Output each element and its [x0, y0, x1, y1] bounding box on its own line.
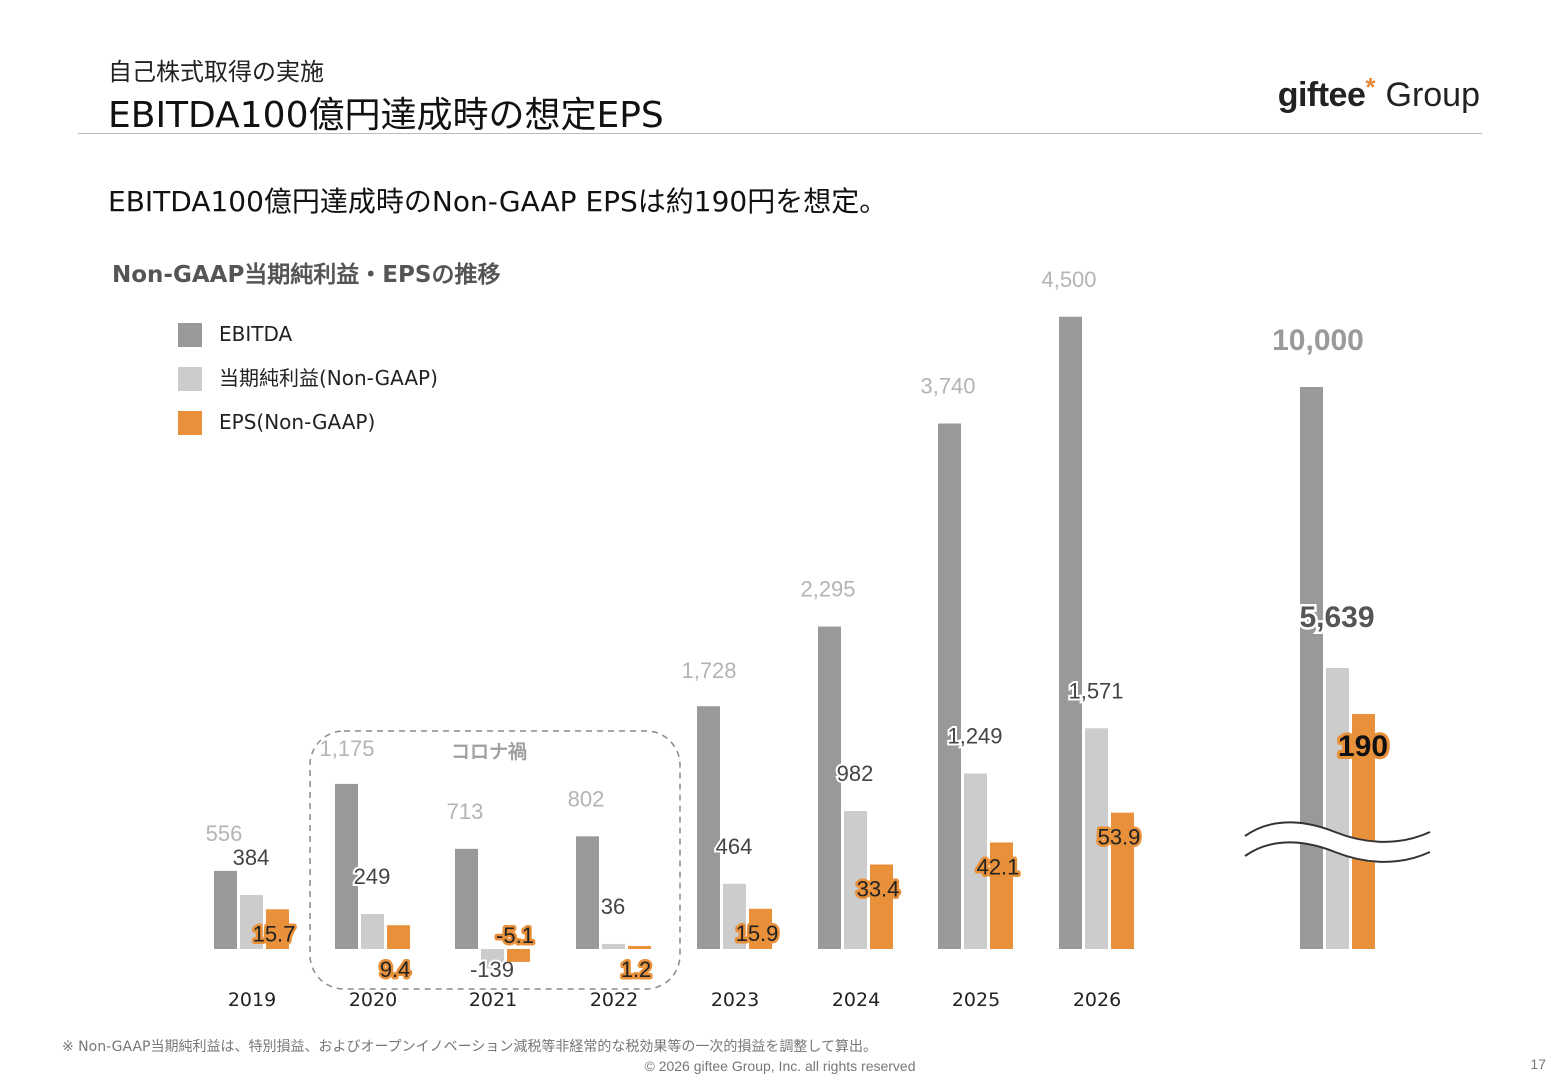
- label-eps: 33.4: [857, 876, 900, 901]
- headline: EBITDA100億円達成時のNon-GAAP EPSは約190円を想定。: [108, 185, 888, 218]
- chart-title: Non-GAAP当期純利益・EPSの推移: [112, 262, 501, 288]
- covid-period-box: [309, 730, 681, 990]
- label-eps: 42.1: [977, 854, 1020, 879]
- bar-eps: [990, 842, 1013, 949]
- bar-net-income: [361, 914, 384, 949]
- label-net-income-target: 5,639: [1299, 601, 1374, 634]
- page-number: 17: [1530, 1056, 1546, 1072]
- label-net-income: 982: [837, 761, 874, 786]
- label-eps: 1.2: [621, 957, 652, 982]
- category-label: 2019: [228, 989, 276, 1011]
- bar-eps-target: [1352, 714, 1375, 949]
- label-ebitda: 556: [206, 821, 243, 846]
- covid-label: コロナ禍: [451, 740, 527, 763]
- bar-eps: [387, 925, 410, 949]
- label-net-income: 384: [233, 845, 270, 870]
- bar-ebitda-target: [1300, 387, 1323, 949]
- bar-eps: [628, 945, 651, 949]
- category-label: 2023: [711, 989, 759, 1011]
- page-title: EBITDA100億円達成時の想定EPS: [108, 95, 664, 136]
- label-ebitda: 1,175: [319, 736, 374, 761]
- label-eps-target: 190: [1338, 730, 1388, 763]
- label-ebitda: 2,295: [800, 577, 855, 602]
- category-label: 2022: [590, 989, 638, 1011]
- label-net-income: 1,571: [1068, 678, 1123, 703]
- bar-net-income: [844, 811, 867, 949]
- bar-ebitda: [818, 626, 841, 949]
- category-label: 2020: [349, 989, 397, 1011]
- company-logo: giftee* Group: [1278, 72, 1480, 115]
- label-eps: -5.1: [496, 923, 534, 948]
- bar-net-income: [481, 949, 504, 969]
- legend-swatch-0: [178, 323, 202, 347]
- bar-ebitda: [455, 848, 478, 949]
- label-eps: 53.9: [1098, 825, 1141, 850]
- legend-swatch-1: [178, 367, 202, 391]
- bar-eps: [749, 908, 772, 949]
- label-ebitda: 3,740: [920, 374, 975, 399]
- label-net-income: 36: [601, 894, 625, 919]
- axis-break-fill: [1245, 822, 1430, 862]
- bar-eps: [507, 949, 530, 962]
- bar-net-income: [240, 895, 263, 949]
- label-net-income: 249: [354, 864, 391, 889]
- bar-net-income: [723, 883, 746, 949]
- bar-net-income-target: [1326, 668, 1349, 949]
- bar-eps: [266, 909, 289, 949]
- label-ebitda: 4,500: [1041, 267, 1096, 292]
- bar-net-income: [1085, 728, 1108, 949]
- category-label: 2021: [469, 989, 517, 1011]
- legend-label-0: EBITDA: [219, 322, 293, 346]
- label-eps: 15.9: [736, 921, 779, 946]
- logo-asterisk: *: [1365, 72, 1376, 102]
- label-net-income: 1,249: [947, 724, 1002, 749]
- bar-net-income: [602, 943, 625, 949]
- legend-swatch-2: [178, 411, 202, 435]
- axis-break-line-top: [1244, 821, 1431, 843]
- bar-ebitda: [214, 870, 237, 949]
- bar-net-income: [964, 773, 987, 949]
- bar-ebitda: [335, 783, 358, 949]
- category-label: 2024: [832, 989, 880, 1011]
- bar-ebitda: [576, 836, 599, 949]
- bar-eps: [1111, 812, 1134, 949]
- label-ebitda-target: 10,000: [1272, 324, 1364, 357]
- label-eps: 9.4: [380, 957, 411, 982]
- legend-label-1: 当期純利益(Non-GAAP): [219, 366, 438, 390]
- category-label: 2026: [1073, 989, 1121, 1011]
- header-divider: [78, 133, 1482, 134]
- bar-ebitda: [697, 706, 720, 949]
- label-ebitda: 802: [568, 786, 605, 811]
- category-label: 2025: [952, 989, 1000, 1011]
- axis-break-line-bottom: [1244, 841, 1431, 863]
- bar-ebitda: [1059, 316, 1082, 949]
- logo-brand: giftee: [1277, 76, 1366, 114]
- bar-eps: [870, 864, 893, 949]
- logo-group: Group: [1385, 76, 1481, 114]
- page-subtitle: 自己株式取得の実施: [108, 58, 324, 86]
- legend-label-2: EPS(Non-GAAP): [219, 410, 375, 434]
- label-eps: 15.7: [253, 921, 296, 946]
- label-ebitda: 713: [447, 799, 484, 824]
- copyright: © 2026 giftee Group, Inc. all rights res…: [644, 1058, 916, 1074]
- bar-ebitda: [938, 423, 961, 949]
- label-net-income: 464: [716, 834, 753, 859]
- label-ebitda: 1,728: [681, 658, 736, 683]
- footnote: ※ Non-GAAP当期純利益は、特別損益、およびオープンイノベーション減税等非…: [62, 1039, 877, 1055]
- label-net-income: -139: [470, 957, 514, 982]
